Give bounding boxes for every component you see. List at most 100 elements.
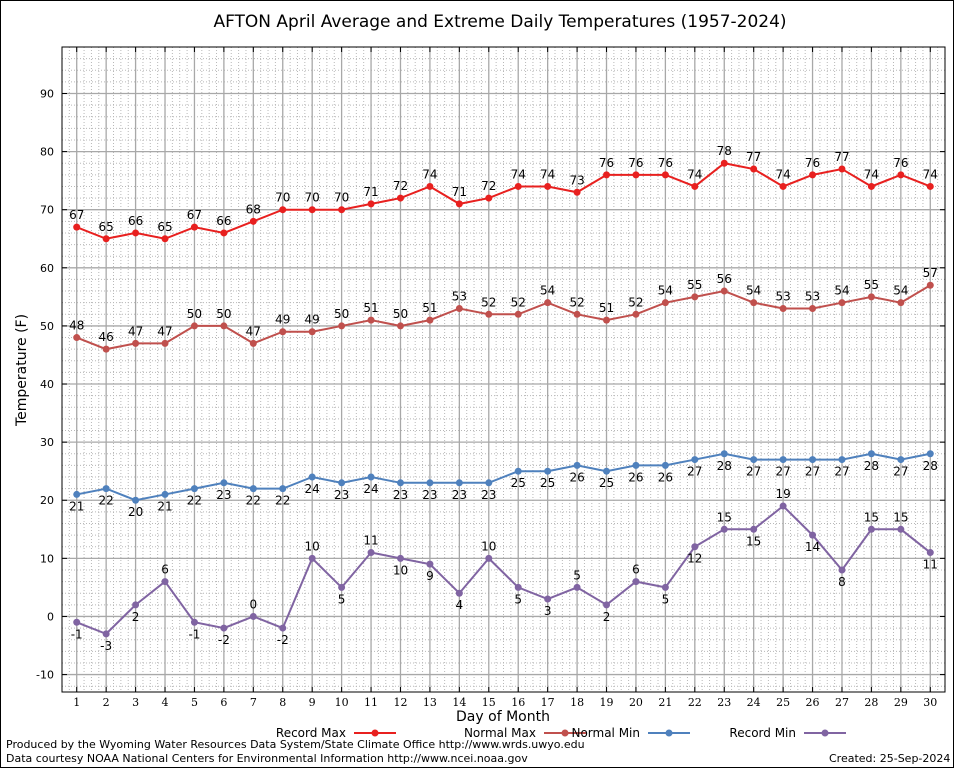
x-tick-label: 12 <box>393 696 407 709</box>
record-min-data-label: 10 <box>481 539 496 553</box>
record-min-line <box>76 504 931 636</box>
normal-max-point <box>720 287 728 295</box>
x-tick-label: 4 <box>162 696 169 709</box>
normal-max-point <box>632 310 640 318</box>
normal-min-point <box>190 485 198 493</box>
normal-min-data-label: 27 <box>775 465 790 479</box>
record-max-data-label: 78 <box>717 144 732 158</box>
footer-produced-by: Produced by the Wyoming Water Resources … <box>6 738 585 751</box>
legend-marker-record-max <box>371 729 379 737</box>
record-min-point <box>220 624 228 632</box>
record-min-data-label: 4 <box>456 598 464 612</box>
record-min-point <box>367 549 375 557</box>
chart-title: AFTON April Average and Extreme Daily Te… <box>213 12 786 32</box>
record-max-point <box>190 223 198 231</box>
record-max-point <box>897 171 905 179</box>
record-min-data-label: 10 <box>393 563 408 577</box>
record-min-point <box>779 502 787 510</box>
normal-min-point <box>485 479 493 487</box>
x-tick-label: 11 <box>364 696 378 709</box>
normal-max-data-label: 49 <box>275 313 290 327</box>
record-max-point <box>102 235 110 243</box>
record-max-data-label: 73 <box>569 173 584 187</box>
normal-max-data-label: 57 <box>923 266 938 280</box>
normal-min-point <box>691 456 699 464</box>
normal-min-point <box>338 479 346 487</box>
normal-max-point <box>455 304 463 312</box>
normal-min-point <box>661 461 669 469</box>
record-max-data-label: 70 <box>305 191 320 205</box>
normal-min-data-label: 27 <box>834 465 849 479</box>
normal-max-data-label: 51 <box>599 301 614 315</box>
normal-min-data-label: 22 <box>275 494 290 508</box>
x-tick-label: 10 <box>335 696 349 709</box>
normal-min-point <box>396 479 404 487</box>
record-max-data-label: 65 <box>157 220 172 234</box>
record-min-data-label: 8 <box>838 575 846 589</box>
normal-max-data-label: 50 <box>334 307 349 321</box>
normal-min-data-label: 26 <box>569 470 584 484</box>
normal-max-data-label: 47 <box>246 324 261 338</box>
normal-min-data-label: 20 <box>128 505 143 519</box>
x-tick-label: 26 <box>806 696 820 709</box>
x-tick-label: 13 <box>423 696 437 709</box>
normal-max-data-label: 54 <box>658 284 673 298</box>
normal-min-point <box>809 456 817 464</box>
record-min-data-label: 12 <box>687 552 702 566</box>
legend-marker-normal-min <box>665 729 673 737</box>
normal-max-data-label: 46 <box>99 330 114 344</box>
record-max-data-label: 70 <box>334 191 349 205</box>
record-max-point <box>750 165 758 173</box>
normal-min-point <box>632 461 640 469</box>
record-max-point <box>455 200 463 208</box>
y-tick-label: 60 <box>40 262 54 275</box>
record-min-data-label: 2 <box>603 610 611 624</box>
record-min-point <box>426 560 434 568</box>
normal-min-point <box>455 479 463 487</box>
record-max-line <box>76 162 931 240</box>
x-axis-label: Day of Month <box>456 709 550 725</box>
x-tick-label: 15 <box>482 696 496 709</box>
normal-max-point <box>190 322 198 330</box>
normal-max-point <box>102 345 110 353</box>
record-max-data-label: 71 <box>363 185 378 199</box>
normal-min-point <box>132 496 140 504</box>
record-max-data-label: 74 <box>687 167 702 181</box>
normal-max-point <box>220 322 228 330</box>
normal-max-point <box>691 293 699 301</box>
y-tick-label: 50 <box>40 320 54 333</box>
normal-min-data-label: 21 <box>69 499 84 513</box>
normal-min-data-label: 27 <box>746 465 761 479</box>
record-max-data-label: 67 <box>69 208 84 222</box>
normal-min-data-label: 22 <box>187 494 202 508</box>
normal-min-point <box>720 450 728 458</box>
record-max-data-label: 74 <box>775 167 790 181</box>
record-min-point <box>338 583 346 591</box>
normal-min-data-label: 23 <box>422 488 437 502</box>
normal-max-data-label: 53 <box>775 289 790 303</box>
normal-max-data-label: 55 <box>687 278 702 292</box>
normal-min-data-label: 28 <box>864 459 879 473</box>
normal-max-data-label: 53 <box>452 289 467 303</box>
y-tick-label: 30 <box>40 436 54 449</box>
record-min-data-label: 5 <box>662 592 670 606</box>
normal-max-data-label: 52 <box>628 295 643 309</box>
legend-marker-record-min <box>821 729 829 737</box>
record-min-data-label: 15 <box>864 510 879 524</box>
x-tick-label: 21 <box>658 696 672 709</box>
x-tick-label: 16 <box>511 696 525 709</box>
normal-min-point <box>249 485 257 493</box>
normal-max-point <box>485 310 493 318</box>
normal-max-data-label: 51 <box>422 301 437 315</box>
y-tick-label: 80 <box>40 146 54 159</box>
normal-min-data-label: 23 <box>481 488 496 502</box>
record-max-data-label: 70 <box>275 191 290 205</box>
record-min-data-label: 15 <box>893 510 908 524</box>
record-max-data-label: 67 <box>187 208 202 222</box>
normal-max-data-label: 50 <box>216 307 231 321</box>
normal-min-point <box>838 456 846 464</box>
normal-max-point <box>396 322 404 330</box>
normal-min-data-label: 23 <box>452 488 467 502</box>
legend-label-normal-max: Normal Max <box>464 726 536 740</box>
